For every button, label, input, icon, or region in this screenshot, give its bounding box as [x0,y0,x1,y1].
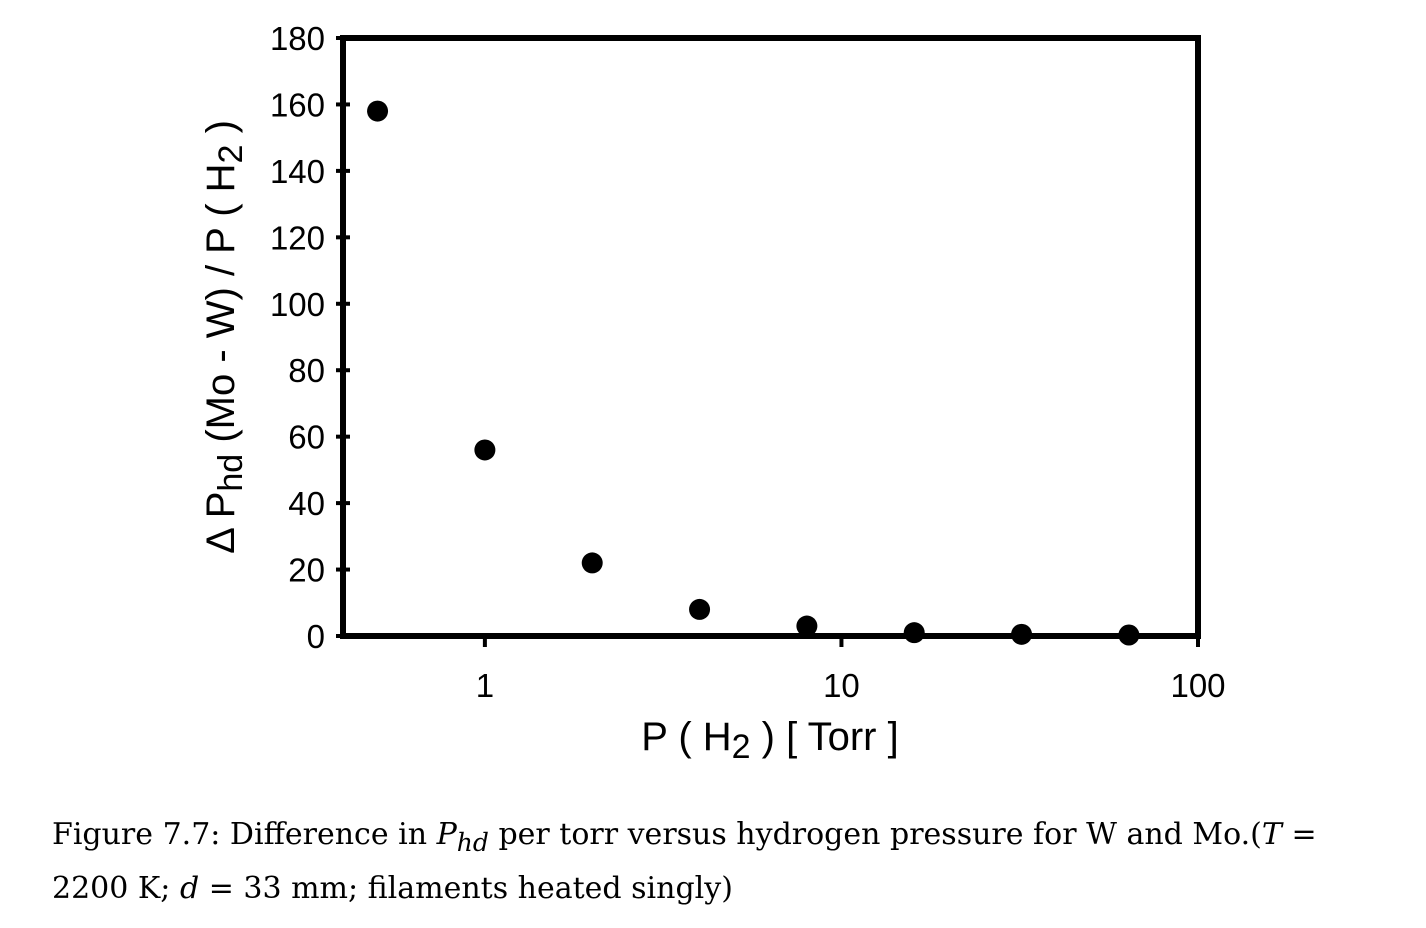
figure-caption: Figure 7.7: Difference in Phd per torr v… [52,817,1317,906]
data-point [1011,623,1033,645]
data-point [1118,624,1140,646]
x-tick-label: 1 [476,667,494,704]
y-tick-label: 0 [307,618,325,655]
y-tick-label: 60 [288,419,325,456]
y-tick-label: 100 [270,286,325,323]
y-tick-label: 80 [288,352,325,389]
x-axis-ticks: 1 10 100 [476,634,1226,704]
x-tick-label: 100 [1170,667,1225,704]
data-point [367,100,389,122]
y-tick-label: 160 [270,86,325,123]
y-tick-label: 180 [270,20,325,57]
data-point [903,622,925,644]
chart: 0 20 40 60 80 100 120 140 160 180 1 10 100 P ( H2 )… [199,20,1226,766]
y-axis-title: Δ Phd (Mo - W) / P ( H2 ) [199,120,250,554]
data-point [474,439,496,461]
figure-label: Figure 7.7: [52,817,221,852]
data-points [367,100,1140,646]
x-tick-label: 10 [823,667,860,704]
plot-frame [340,35,1201,639]
y-axis-ticks: 0 20 40 60 80 100 120 140 160 180 [270,20,350,655]
data-point [689,598,711,620]
x-axis-title: P ( H2 ) [ Torr ] [641,715,898,766]
data-point [581,552,603,574]
data-point [796,615,818,637]
y-tick-label: 120 [270,219,325,256]
y-tick-label: 20 [288,552,325,589]
y-tick-label: 140 [270,153,325,190]
y-tick-label: 40 [288,485,325,522]
